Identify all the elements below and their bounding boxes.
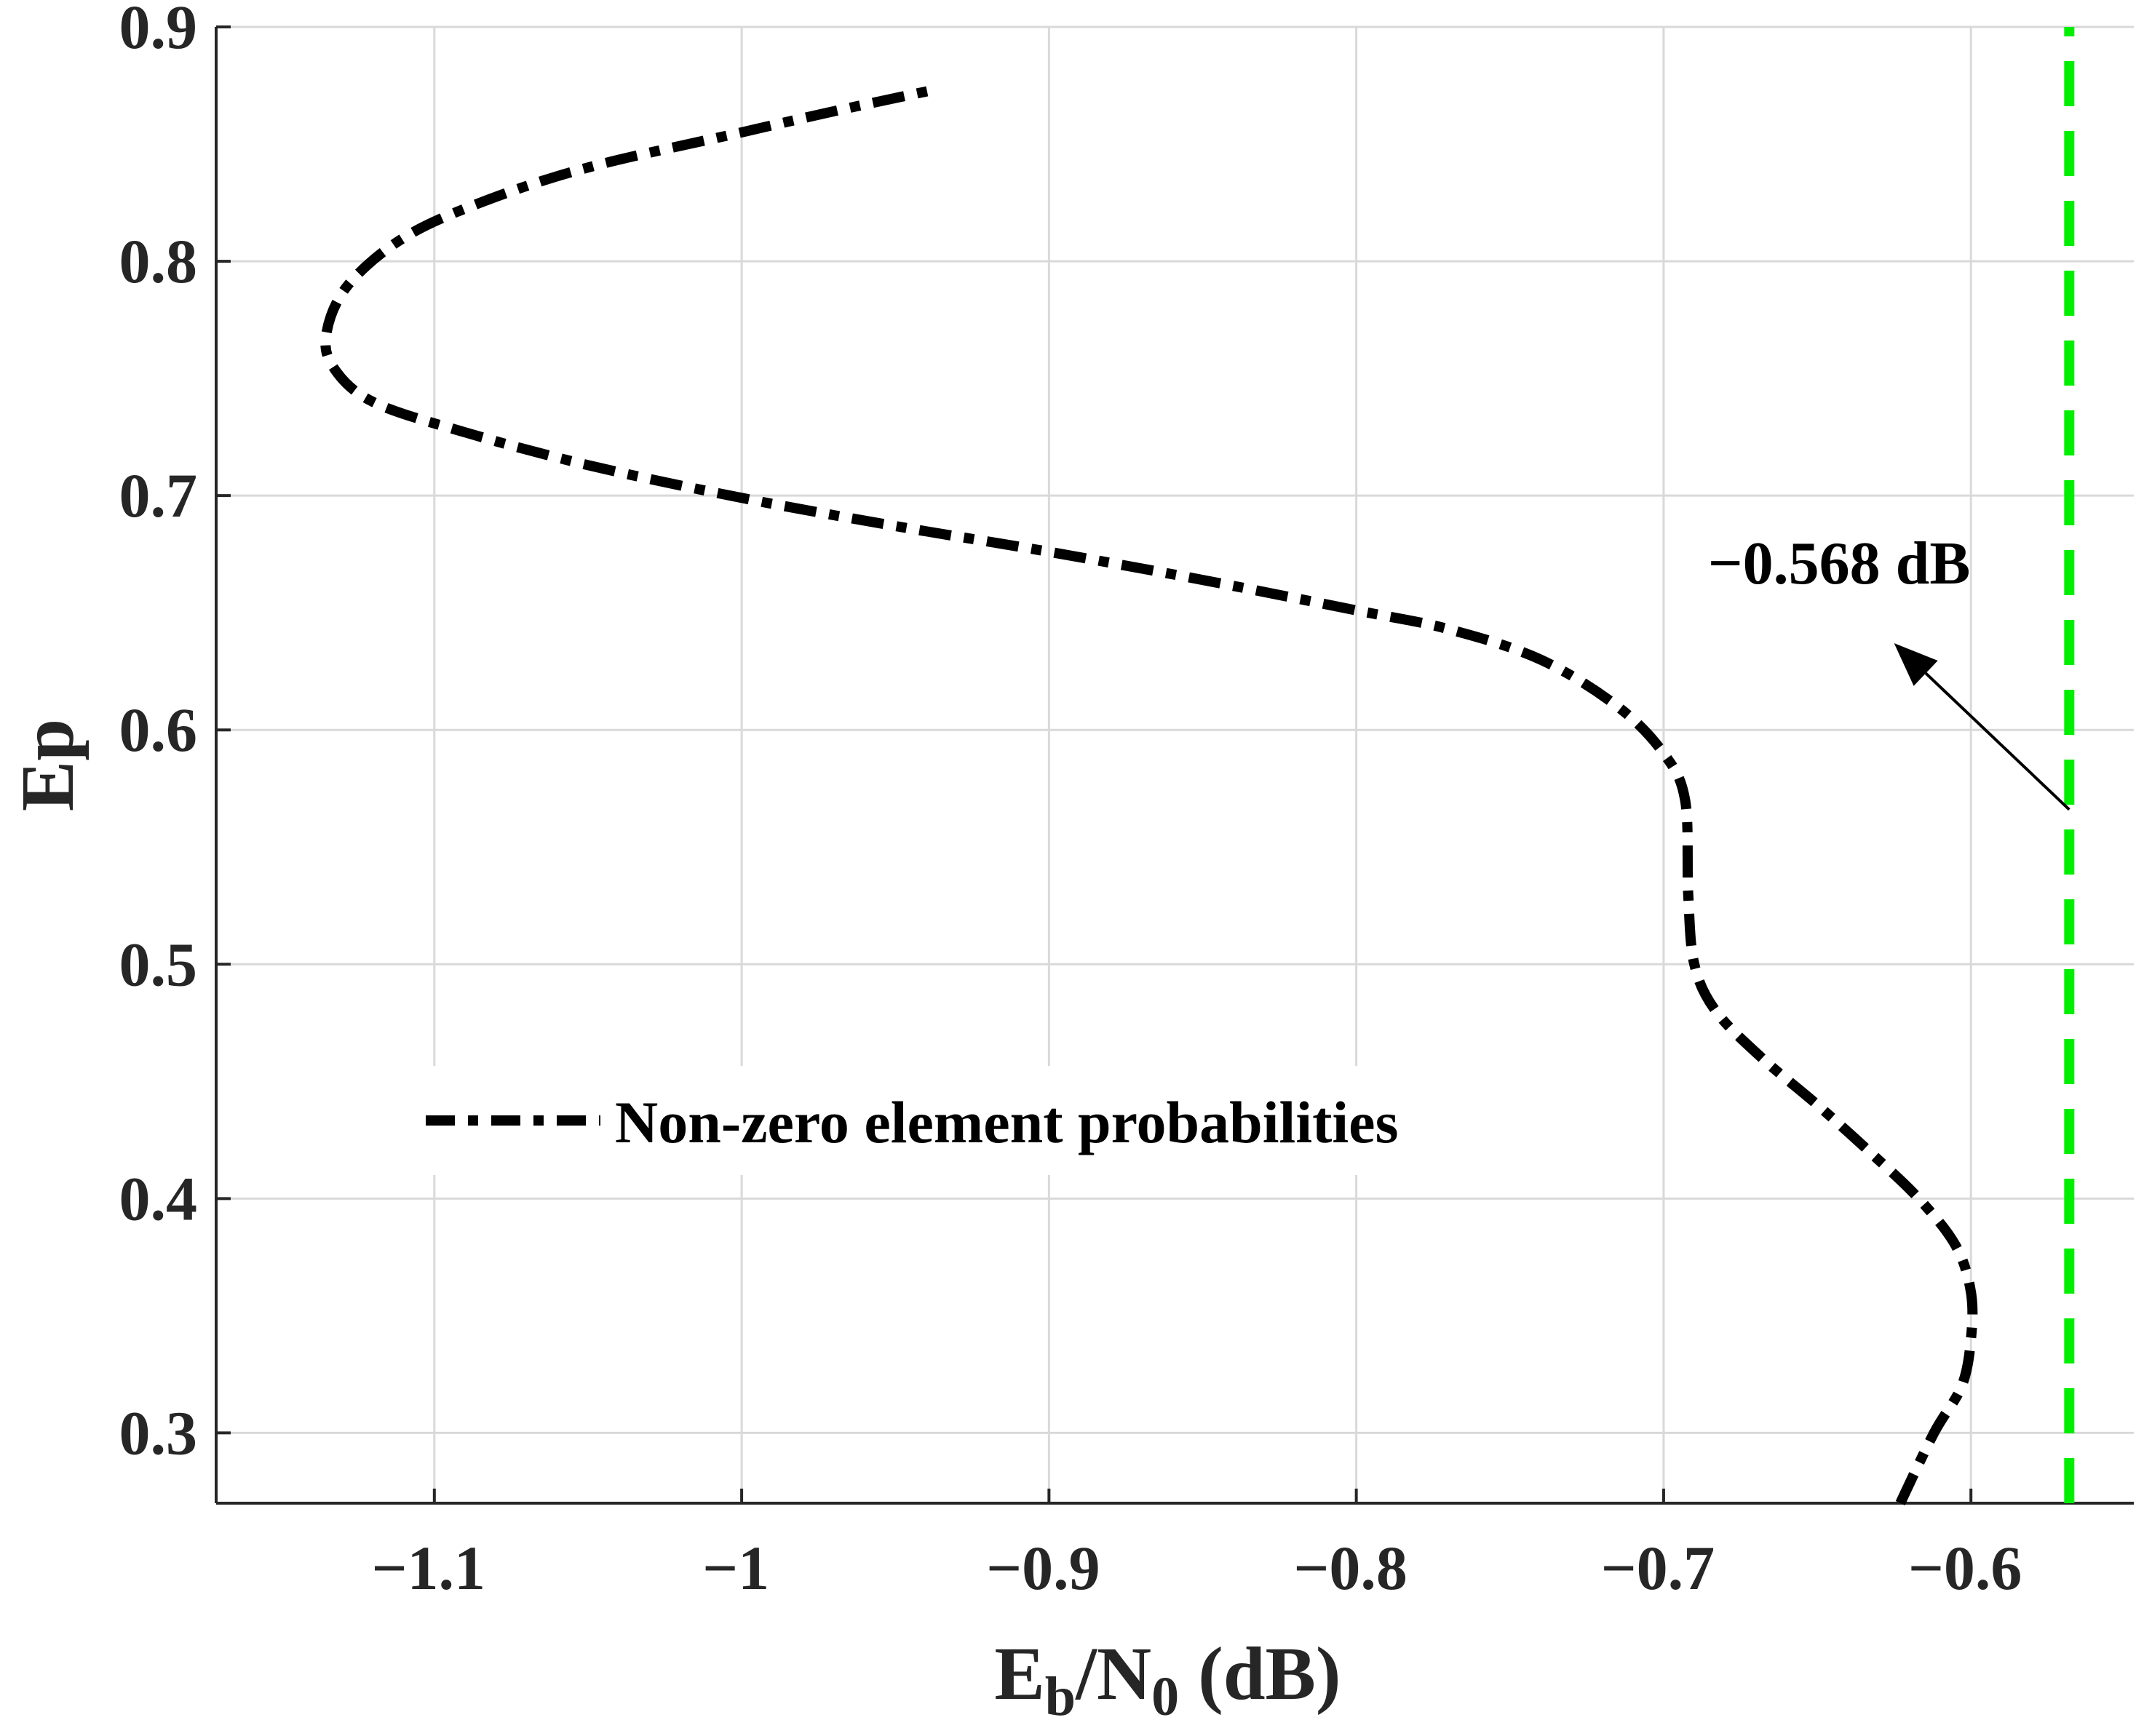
x-tick-label: −0.7 [1601,1533,1715,1603]
x-tick-label: −0.8 [1293,1533,1408,1603]
y-tick-label: 0.7 [119,461,198,530]
y-tick-label: 0.6 [119,695,198,765]
x-axis-label-main: E [994,1632,1044,1716]
y-tick-label: 0.8 [119,226,198,296]
annotation-label: −0.568 dB [1708,530,1971,597]
annotation-group: −0.568 dB [1708,530,2070,811]
x-tick-label: −1.1 [372,1533,486,1603]
x-axis-label-sub-b: b [1045,1666,1076,1727]
y-tick-label: 0.4 [119,1163,198,1233]
y-tick-label: 0.9 [119,0,198,62]
y-tick-label: 0.5 [119,929,198,999]
x-axis-label: Eb/N0 (dB) [994,1632,1341,1727]
series-line-nonzero-probabilities [320,85,1978,1506]
grid [216,25,2134,1503]
annotation-arrowhead [1894,643,1938,686]
x-tick-label: −1 [702,1533,769,1603]
y-axis-label: Ep [6,719,90,811]
annotation-arrow [1924,672,2070,811]
y-tick-label: 0.3 [119,1398,198,1468]
x-tick-label: −0.6 [1908,1533,2022,1603]
legend-label: Non-zero element probabilities [615,1089,1399,1155]
x-tick-label: −0.9 [986,1533,1100,1603]
series-group [320,27,2075,1506]
x-axis-label-unit: (dB) [1179,1632,1341,1716]
axes: −1.1 −1 −0.9 −0.8 −0.7 −0.6 0.3 0.4 0.5 0.6 0.7 0.8… [119,0,2134,1603]
legend: Non-zero element probabilities [408,1066,1565,1175]
x-axis-label-sub-0: 0 [1151,1666,1179,1727]
x-axis-label-slash: /N [1074,1632,1151,1716]
